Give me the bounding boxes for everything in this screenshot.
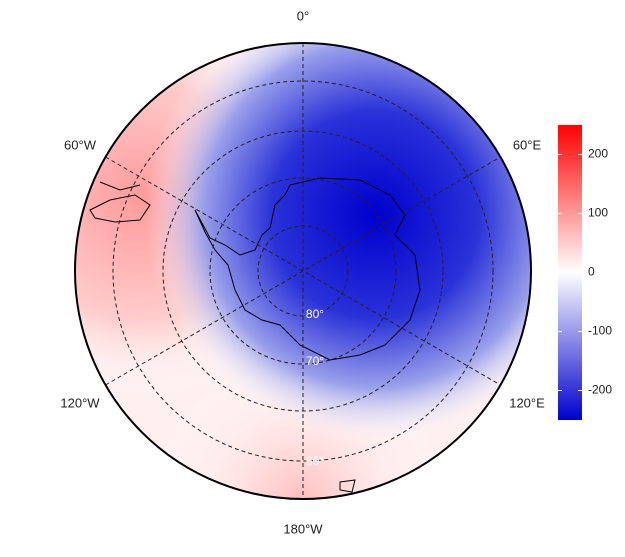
colorbar-tick-label: 100 [588, 206, 608, 220]
field [75, 43, 531, 499]
lon-label: 120°E [509, 395, 545, 410]
lat-label: 80° [306, 307, 324, 321]
lon-label: 60°E [513, 137, 542, 152]
lat-label: 60° [306, 454, 324, 468]
lon-label: 120°W [60, 395, 100, 410]
colorbar-tick-label: -200 [588, 383, 612, 397]
lon-label: 0° [297, 8, 309, 23]
map-border [74, 42, 532, 500]
colorbar-tick-label: -100 [588, 324, 612, 338]
lon-label: 60°W [64, 137, 97, 152]
colorbar-tick-label: 0 [588, 265, 595, 279]
coastline [89, 177, 421, 493]
lon-label: 180°W [283, 521, 323, 536]
colorbar-tick-label: 200 [588, 147, 608, 161]
graticule [105, 43, 501, 499]
lat-label: 70° [306, 354, 324, 368]
